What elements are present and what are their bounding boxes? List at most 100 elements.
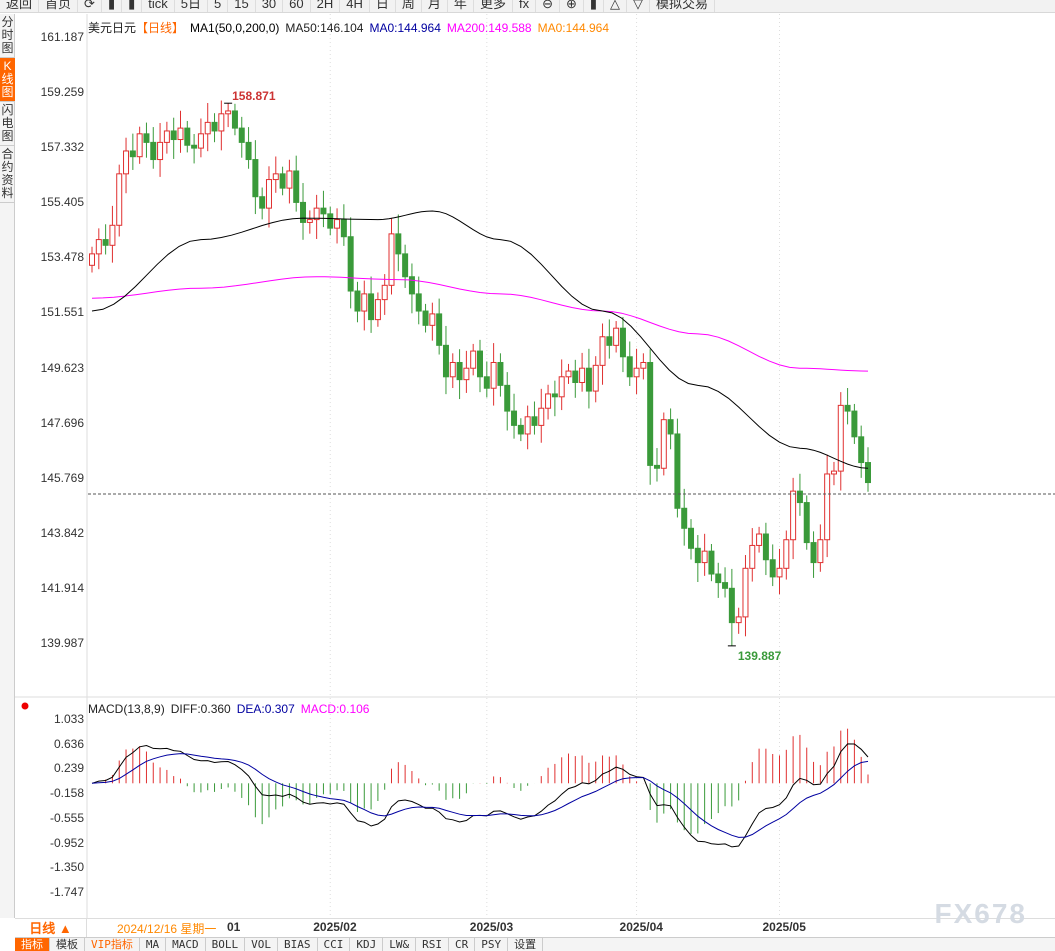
indicator-tab[interactable]: VOL xyxy=(245,938,278,951)
toolbar-button[interactable]: 15 xyxy=(228,0,256,12)
candle-body xyxy=(545,393,552,409)
toolbar-button[interactable]: 年 xyxy=(448,0,474,12)
y-tick-label: 145.769 xyxy=(40,470,84,485)
macd-tick-label: -1.747 xyxy=(49,885,84,899)
macd-tick-label: -0.555 xyxy=(49,810,84,825)
period-selector[interactable]: 日线 ▲ xyxy=(15,919,87,938)
candle-body xyxy=(252,159,259,198)
toolbar-button[interactable]: ⊖ xyxy=(536,0,560,12)
sidebar-tab[interactable]: K线图 xyxy=(0,58,15,102)
candle-body xyxy=(327,213,334,229)
candle-body xyxy=(504,384,511,412)
toolbar-button[interactable]: ⟳ xyxy=(78,0,102,12)
indicator-tab[interactable]: 指标 xyxy=(15,938,50,951)
candle-body xyxy=(599,336,606,366)
y-tick-label: 141.914 xyxy=(40,580,84,595)
toolbar-button[interactable]: △ xyxy=(604,0,628,12)
indicator-tab[interactable]: RSI xyxy=(416,938,449,951)
candle-body xyxy=(374,299,381,321)
candle-body xyxy=(660,419,667,469)
diff-line xyxy=(91,743,869,848)
y-tick-label: 143.842 xyxy=(40,525,84,540)
indicator-tab[interactable]: BIAS xyxy=(278,938,318,951)
macd-tick-label: 0.636 xyxy=(53,736,84,751)
macd-tick-label: 0.239 xyxy=(53,761,84,776)
candle-body xyxy=(762,533,769,561)
candle-body xyxy=(769,559,776,578)
toolbar-button[interactable]: 5日 xyxy=(175,0,208,12)
y-tick-label: 161.187 xyxy=(40,30,84,44)
toolbar-button[interactable]: fx xyxy=(513,0,537,12)
candle-body xyxy=(320,207,327,215)
toolbar-button[interactable]: ⊕ xyxy=(560,0,584,12)
toolbar-button[interactable]: 返回 xyxy=(0,0,40,12)
candle-body xyxy=(163,130,170,143)
macd-tick-label: 1.033 xyxy=(53,712,84,726)
indicator-tab[interactable]: CR xyxy=(449,938,476,951)
toolbar-button[interactable]: tick xyxy=(142,0,175,12)
toolbar-button[interactable]: 模拟交易 xyxy=(650,0,716,12)
indicator-tab[interactable]: CCI xyxy=(318,938,351,951)
candle-body xyxy=(306,219,313,223)
candle-body xyxy=(129,150,136,158)
indicator-tab[interactable]: KDJ xyxy=(350,938,384,951)
y-tick-label: 139.987 xyxy=(40,636,84,650)
toolbar-button[interactable]: 日 xyxy=(370,0,396,12)
candle-body xyxy=(116,173,123,226)
candle-body xyxy=(790,490,797,541)
candle-body xyxy=(647,361,654,466)
indicator-tab[interactable]: 设置 xyxy=(508,938,544,951)
toolbar-button[interactable]: 月 xyxy=(422,0,448,12)
indicator-tab[interactable]: LW& xyxy=(383,938,417,951)
candle-body xyxy=(708,550,715,575)
candle-body xyxy=(688,527,695,549)
candle-body xyxy=(497,361,504,386)
candle-body xyxy=(851,410,858,438)
toolbar-button[interactable]: 周 xyxy=(396,0,422,12)
candle-body xyxy=(524,416,531,435)
candle-body xyxy=(102,239,109,246)
price-chart[interactable]: 158.871 139.887 xyxy=(0,0,1055,918)
sidebar-tab[interactable]: 分时图 xyxy=(0,14,15,58)
candle-body xyxy=(279,173,286,189)
indicator-tab[interactable]: MACD xyxy=(166,938,206,951)
candle-body xyxy=(817,539,824,564)
candle-body xyxy=(334,219,341,229)
candle-body xyxy=(245,141,252,161)
y-tick-label: 157.332 xyxy=(40,140,84,155)
indicator-tab[interactable]: MA xyxy=(140,938,167,951)
toolbar-button[interactable]: 2H xyxy=(311,0,341,12)
toolbar-button[interactable]: 30 xyxy=(256,0,284,12)
toolbar-button[interactable]: 首页 xyxy=(39,0,79,12)
toolbar-button[interactable]: 更多 xyxy=(474,0,513,12)
toolbar-button[interactable]: ▮ xyxy=(102,0,123,12)
sidebar-tab[interactable]: 闪电图 xyxy=(0,102,15,146)
indicator-tab[interactable]: PSY xyxy=(475,938,509,951)
candle-body xyxy=(837,404,844,472)
indicator-tab[interactable]: BOLL xyxy=(206,938,246,951)
candle-body xyxy=(619,327,626,358)
toolbar-button[interactable]: ▮ xyxy=(584,0,605,12)
toolbar-button[interactable]: 60 xyxy=(283,0,311,12)
indicator-tab[interactable]: 模板 xyxy=(50,938,85,951)
y-tick-label: 147.696 xyxy=(40,415,84,430)
candle-body xyxy=(170,130,177,141)
candle-body xyxy=(674,433,681,509)
candle-body xyxy=(361,293,368,312)
ma0-value: MA0:144.964 xyxy=(369,21,441,35)
candle-body xyxy=(123,150,130,175)
candle-body xyxy=(150,141,157,161)
sidebar-tab[interactable]: 合约资料 xyxy=(0,146,15,203)
toolbar-button[interactable]: ▽ xyxy=(627,0,651,12)
toolbar-button[interactable]: ▮ xyxy=(122,0,143,12)
toolbar-button[interactable]: 4H xyxy=(340,0,370,12)
toolbar-button[interactable]: 5 xyxy=(208,0,229,12)
candle-body xyxy=(415,293,422,312)
candle-body xyxy=(735,616,742,624)
candle-body xyxy=(429,313,436,326)
indicator-name[interactable]: MA1(50,0,200,0) xyxy=(190,21,280,35)
candle-body xyxy=(286,170,293,189)
indicator-tab[interactable]: VIP指标 xyxy=(85,938,140,951)
candle-body xyxy=(483,376,490,389)
candle-body xyxy=(136,133,143,158)
